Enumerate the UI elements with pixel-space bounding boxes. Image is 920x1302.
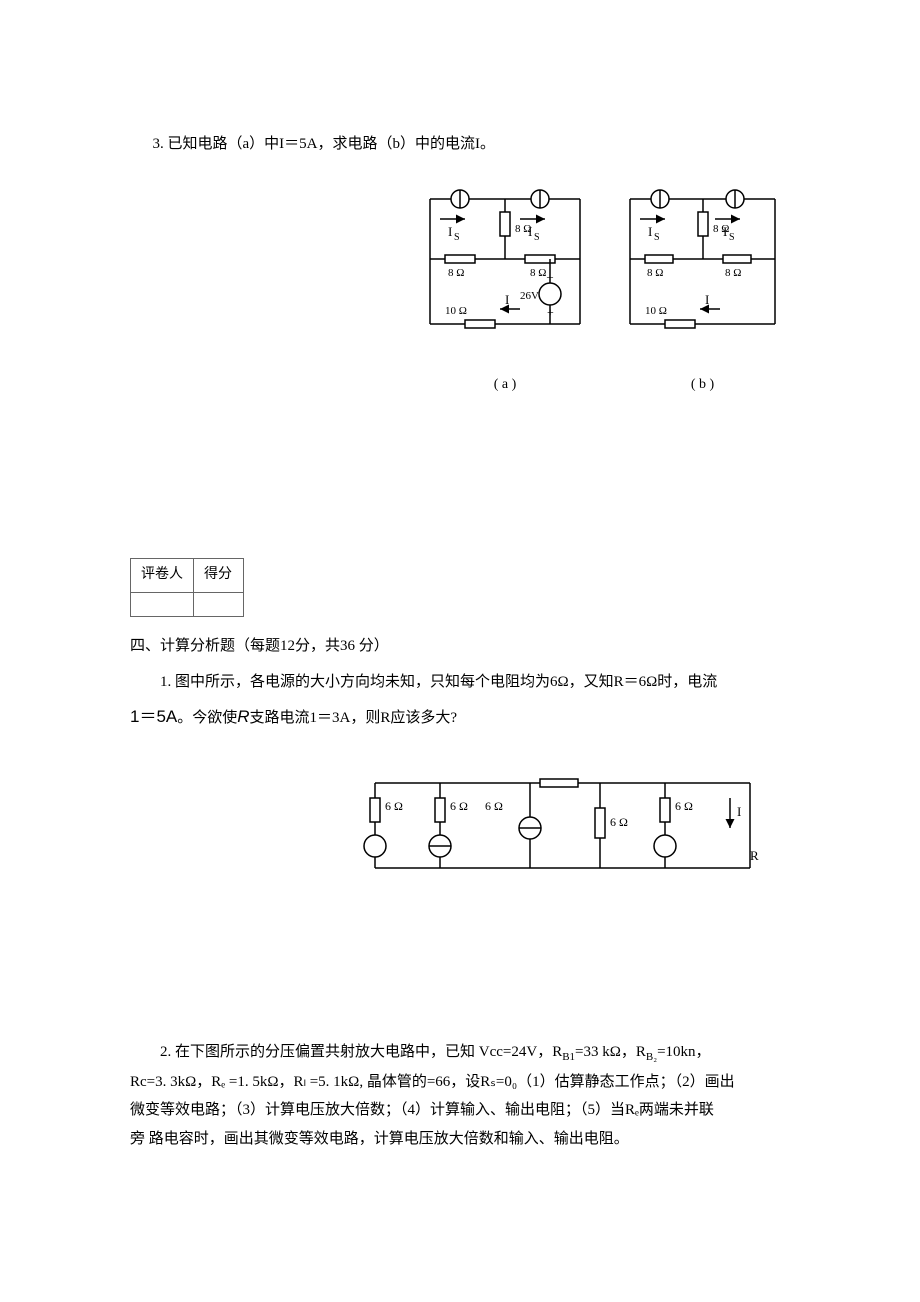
q3-text: 3. 已知电路（a）中I＝5A，求电路（b）中的电流I。: [130, 130, 790, 159]
circuit-b-svg: I S I S 8 Ω 8 Ω 8 Ω 10 Ω I: [615, 184, 790, 364]
q4-1-mid: 。今欲使: [177, 704, 237, 733]
plus: +: [547, 305, 554, 319]
svg-text:8 Ω: 8 Ω: [713, 223, 729, 235]
q4-2-line4: 旁 路电容时，画出其微变等效电路，计算电压放大倍数和输入、输出电阻。: [130, 1125, 790, 1154]
svg-text:I: I: [705, 292, 709, 307]
svg-text:I: I: [648, 224, 652, 239]
r8-r: 8 Ω: [530, 267, 546, 279]
score-h2: 得分: [194, 559, 244, 593]
r8-mid: 8 Ω: [515, 223, 531, 235]
svg-text:6 Ω: 6 Ω: [675, 799, 693, 813]
circuit2-svg: 6 Ω 6 Ω 6 Ω 6 Ω 6 Ω I R: [355, 768, 765, 888]
score-h1: 评卷人: [131, 559, 194, 593]
score-blank1: [131, 592, 194, 616]
svg-text:6 Ω: 6 Ω: [485, 799, 503, 813]
svg-text:S: S: [654, 232, 660, 243]
svg-text:6 Ω: 6 Ω: [450, 799, 468, 813]
question-4-2: 2. 在下图所示的分压偏置共射放大电路中，已知 Vcc=24V，RB1=33 k…: [130, 1038, 790, 1153]
section4-title: 四、计算分析题（每题12分，共36 分）: [130, 632, 790, 661]
q4-1-R: R: [237, 701, 249, 733]
label-b: ( b ): [691, 372, 714, 399]
circuit-ab-container: I S I S 8 Ω 8 Ω 8 Ω 10 Ω I 26V – + ( a ): [130, 184, 790, 399]
score-table: 评卷人 得分: [130, 558, 244, 617]
circuit-a: I S I S 8 Ω 8 Ω 8 Ω 10 Ω I 26V – + ( a ): [410, 184, 600, 399]
r10: 10 Ω: [445, 305, 467, 317]
svg-text:8 Ω: 8 Ω: [725, 267, 741, 279]
q4-1-pre: 1＝5A: [130, 701, 177, 733]
circuit-a-svg: I S I S 8 Ω 8 Ω 8 Ω 10 Ω I 26V – +: [410, 184, 600, 364]
minus: –: [546, 269, 554, 283]
q4-1-line2: 1＝5A 。今欲使 R 支路电流1＝3A，则R应该多大?: [130, 701, 790, 733]
svg-text:6 Ω: 6 Ω: [610, 815, 628, 829]
is-sub2: S: [534, 232, 540, 243]
svg-text:I: I: [737, 804, 741, 819]
q4-2-line2: Rc=3. 3kΩ，Rₑ =1. 5kΩ，Rₗ =5. 1kΩ, 晶体管的=66…: [130, 1068, 790, 1097]
svg-text:8 Ω: 8 Ω: [647, 267, 663, 279]
svg-text:S: S: [729, 232, 735, 243]
q4-2-line3: 微变等效电路；（3）计算电压放大倍数；（4）计算输入、输出电阻；（5）当Rₑ两端…: [130, 1096, 790, 1125]
i-label: I: [505, 292, 509, 307]
circuit2-container: 6 Ω 6 Ω 6 Ω 6 Ω 6 Ω I R: [130, 768, 790, 888]
svg-text:R: R: [750, 848, 759, 863]
circuit-b: I S I S 8 Ω 8 Ω 8 Ω 10 Ω I ( b ): [615, 184, 790, 399]
is-label: I: [448, 224, 452, 239]
svg-text:6 Ω: 6 Ω: [385, 799, 403, 813]
question-3: 3. 已知电路（a）中I＝5A，求电路（b）中的电流I。: [130, 130, 790, 159]
q4-1-line1: 1. 图中所示，各电源的大小方向均未知，只知每个电阻均为6Ω，又知R＝6Ω时，电…: [130, 668, 790, 697]
svg-text:10 Ω: 10 Ω: [645, 305, 667, 317]
score-blank2: [194, 592, 244, 616]
q4-2-line1: 2. 在下图所示的分压偏置共射放大电路中，已知 Vcc=24V，RB1=33 k…: [130, 1038, 790, 1068]
v26: 26V: [520, 290, 539, 302]
q4-1-tail: 支路电流1＝3A，则R应该多大?: [250, 704, 458, 733]
r8-l: 8 Ω: [448, 267, 464, 279]
is-sub: S: [454, 232, 460, 243]
label-a: ( a ): [494, 372, 517, 399]
